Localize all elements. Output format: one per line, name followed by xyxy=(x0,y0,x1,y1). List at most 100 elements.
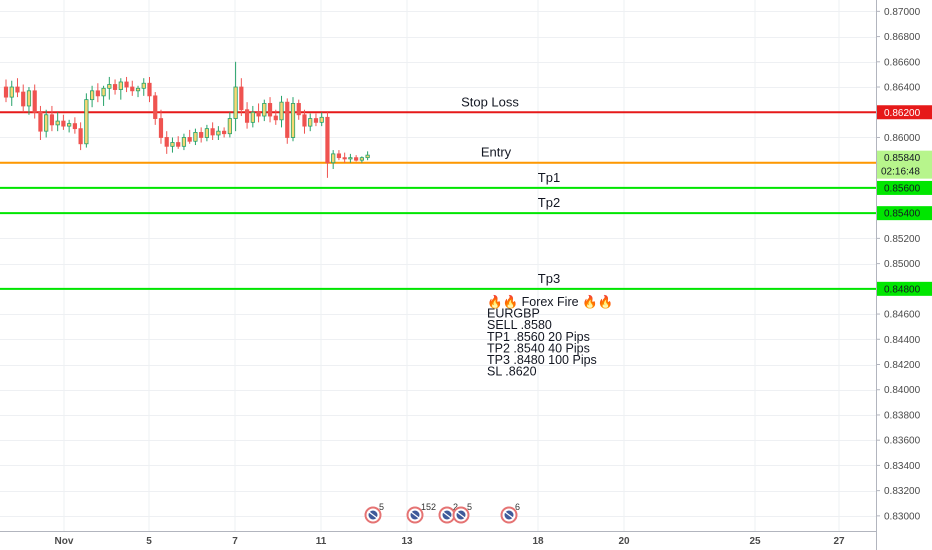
time-tick-label: Nov xyxy=(55,536,74,547)
candle xyxy=(181,133,187,151)
candle-body xyxy=(21,91,26,107)
event-marker[interactable]: 5 xyxy=(364,502,385,524)
price-tag[interactable]: 0.86200 xyxy=(877,105,932,120)
candle-body xyxy=(239,86,244,111)
candle-body xyxy=(67,123,72,127)
price-tag-label: 0.85600 xyxy=(884,183,921,194)
price-tag[interactable]: 0.85400 xyxy=(877,206,932,221)
candle xyxy=(164,131,169,154)
candle-body xyxy=(227,118,232,135)
flag-icon-stripe xyxy=(368,511,378,519)
candle-body xyxy=(181,137,187,147)
candle xyxy=(3,79,9,103)
candle-body xyxy=(199,132,204,138)
event-count: 152 xyxy=(421,502,436,512)
candle-body xyxy=(55,120,60,126)
candle-body xyxy=(158,118,164,138)
candle xyxy=(135,85,141,98)
candle xyxy=(256,103,261,123)
price-tag-bg xyxy=(877,281,932,296)
event-marker[interactable]: 152 xyxy=(406,502,437,524)
time-axis[interactable]: Nov 5 7 11 13 18 20 25 27 xyxy=(0,531,876,550)
candle-body xyxy=(170,142,175,147)
candle-body xyxy=(216,130,221,136)
candle xyxy=(72,117,77,134)
price-tick-label: 0.84000 xyxy=(884,385,921,396)
note-line: EURGBP xyxy=(487,307,540,321)
candle-body xyxy=(325,116,330,164)
event-marker[interactable]: 6 xyxy=(500,502,521,524)
candle xyxy=(158,109,164,144)
time-tick-label: 27 xyxy=(833,536,845,547)
time-axis-bg xyxy=(0,531,876,550)
price-tick-label: 0.83800 xyxy=(884,410,921,421)
note-line: TP1 .8560 20 Pips xyxy=(487,330,590,344)
price-axis[interactable]: 0.87000 0.86800 0.86600 0.86400 0.86200 0.860… xyxy=(876,0,932,550)
candle xyxy=(222,127,227,138)
candle xyxy=(15,78,20,98)
candle-body xyxy=(61,120,66,127)
candle-body xyxy=(250,111,255,123)
candle xyxy=(267,97,273,123)
candle xyxy=(147,76,152,103)
candle xyxy=(84,93,89,148)
candle xyxy=(331,150,336,170)
economic-events[interactable]: 5 152 2 5 6 xyxy=(364,502,521,524)
flag-icon-stripe xyxy=(456,511,466,519)
event-count: 5 xyxy=(467,502,472,512)
candle-body xyxy=(26,90,32,107)
candle-body xyxy=(176,142,181,147)
candle-body xyxy=(256,111,261,117)
candle-body xyxy=(262,103,267,117)
price-tick-label: 0.86800 xyxy=(884,32,921,43)
candle-body xyxy=(273,115,278,121)
price-tick-label: 0.86000 xyxy=(884,133,921,144)
candle-body xyxy=(187,137,192,142)
candle-body xyxy=(313,118,319,123)
candle-body xyxy=(285,101,290,138)
candle xyxy=(210,122,215,141)
current-price-tag[interactable]: 0.85840 02:16:48 xyxy=(877,150,932,179)
price-tag-bg xyxy=(877,206,932,221)
grid xyxy=(0,0,876,531)
price-tag-bg xyxy=(877,180,932,195)
candle xyxy=(95,83,100,103)
current-price-label: 0.85840 xyxy=(884,153,921,164)
candle xyxy=(354,155,359,162)
event-count: 2 xyxy=(453,502,458,512)
candle-body xyxy=(32,90,37,113)
candle-body xyxy=(78,128,83,145)
candle-body xyxy=(279,101,284,121)
price-tag[interactable]: 0.85600 xyxy=(877,180,932,195)
time-tick-label: 11 xyxy=(316,536,327,547)
price-tick-label: 0.86600 xyxy=(884,57,921,68)
current-price-bg xyxy=(877,150,932,179)
level-label: Tp2 xyxy=(538,195,560,210)
note-line: SELL .8580 xyxy=(487,318,552,332)
candle-body xyxy=(336,153,342,159)
candle-body xyxy=(95,90,100,97)
candle xyxy=(302,109,307,134)
candle xyxy=(55,112,60,132)
candle-body xyxy=(331,153,336,164)
candle-body xyxy=(112,84,118,90)
price-axis-bg xyxy=(876,0,932,550)
level-label: Tp3 xyxy=(538,271,560,286)
level-lines[interactable] xyxy=(0,111,876,290)
candle xyxy=(9,80,14,106)
candle-body xyxy=(135,87,141,92)
level-label: Entry xyxy=(481,145,512,160)
candle xyxy=(32,84,37,119)
candle-body xyxy=(107,84,112,89)
candle-body xyxy=(44,114,49,132)
price-tag[interactable]: 0.84800 xyxy=(877,281,932,296)
countdown-label: 02:16:48 xyxy=(881,167,920,178)
candle-body xyxy=(164,137,169,147)
candle-body xyxy=(354,157,359,161)
candle xyxy=(78,122,83,151)
candle xyxy=(21,84,26,113)
event-marker[interactable]: 5 xyxy=(452,502,473,524)
